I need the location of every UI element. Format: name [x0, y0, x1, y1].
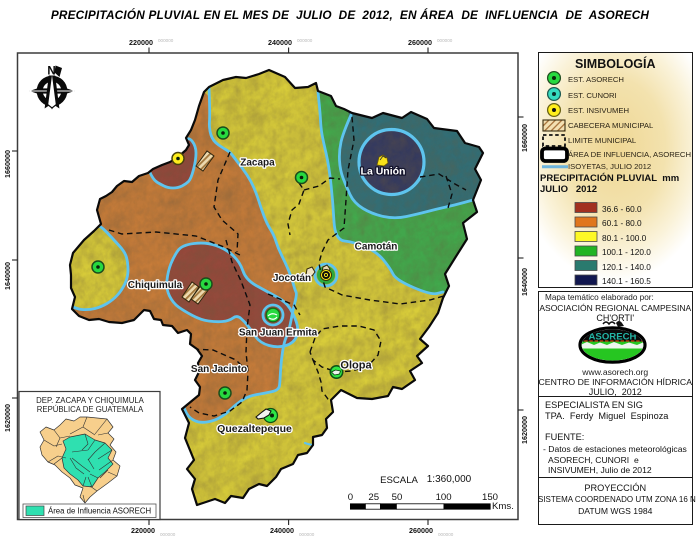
svg-text:25: 25 [368, 492, 379, 503]
svg-text:220000: 220000 [131, 526, 155, 535]
svg-text:1640000: 1640000 [3, 262, 12, 290]
svg-text:San Jacinto: San Jacinto [191, 364, 247, 375]
svg-text:220000: 220000 [129, 38, 153, 47]
svg-text:000000: 000000 [297, 38, 313, 43]
svg-text:100: 100 [436, 492, 452, 503]
svg-text:1660000: 1660000 [3, 150, 12, 178]
svg-text:240000: 240000 [268, 38, 292, 47]
svg-text:260000: 260000 [409, 526, 433, 535]
svg-text:0: 0 [348, 492, 353, 503]
svg-text:San Juan Ermita: San Juan Ermita [239, 328, 318, 339]
svg-text:Zacapa: Zacapa [240, 158, 275, 169]
svg-text:1660000: 1660000 [520, 124, 529, 152]
svg-text:000000: 000000 [438, 532, 454, 537]
svg-text:Área de Influencia ASORECH: Área de Influencia ASORECH [48, 507, 151, 516]
svg-text:240000: 240000 [270, 526, 294, 535]
svg-text:DEP. ZACAPA Y CHIQUIMULA: DEP. ZACAPA Y CHIQUIMULA [36, 396, 145, 405]
svg-text:1620000: 1620000 [520, 416, 529, 444]
svg-text:ESCALA: ESCALA [380, 475, 418, 486]
svg-text:1620000: 1620000 [3, 404, 12, 432]
svg-text:ASORECH: ASORECH [589, 332, 637, 343]
svg-text:50: 50 [392, 492, 403, 503]
svg-text:Olopa: Olopa [340, 360, 372, 372]
svg-text:Kms.: Kms. [492, 501, 514, 512]
svg-text:Chiquimula: Chiquimula [128, 280, 183, 291]
svg-text:N: N [47, 66, 55, 78]
svg-text:000000: 000000 [299, 532, 315, 537]
svg-text:Jocotán: Jocotán [273, 273, 311, 284]
svg-text:000000: 000000 [160, 532, 176, 537]
svg-text:Camotán: Camotán [355, 242, 398, 253]
svg-text:000000: 000000 [437, 38, 453, 43]
svg-text:Quezaltepeque: Quezaltepeque [217, 423, 292, 435]
svg-text:1:360,000: 1:360,000 [427, 474, 472, 485]
svg-text:260000: 260000 [408, 38, 432, 47]
svg-text:000000: 000000 [158, 38, 174, 43]
svg-text:REPÚBLICA DE GUATEMALA: REPÚBLICA DE GUATEMALA [37, 405, 144, 414]
svg-text:La Unión: La Unión [361, 166, 406, 178]
svg-text:150: 150 [482, 492, 498, 503]
svg-text:1640000: 1640000 [520, 268, 529, 296]
